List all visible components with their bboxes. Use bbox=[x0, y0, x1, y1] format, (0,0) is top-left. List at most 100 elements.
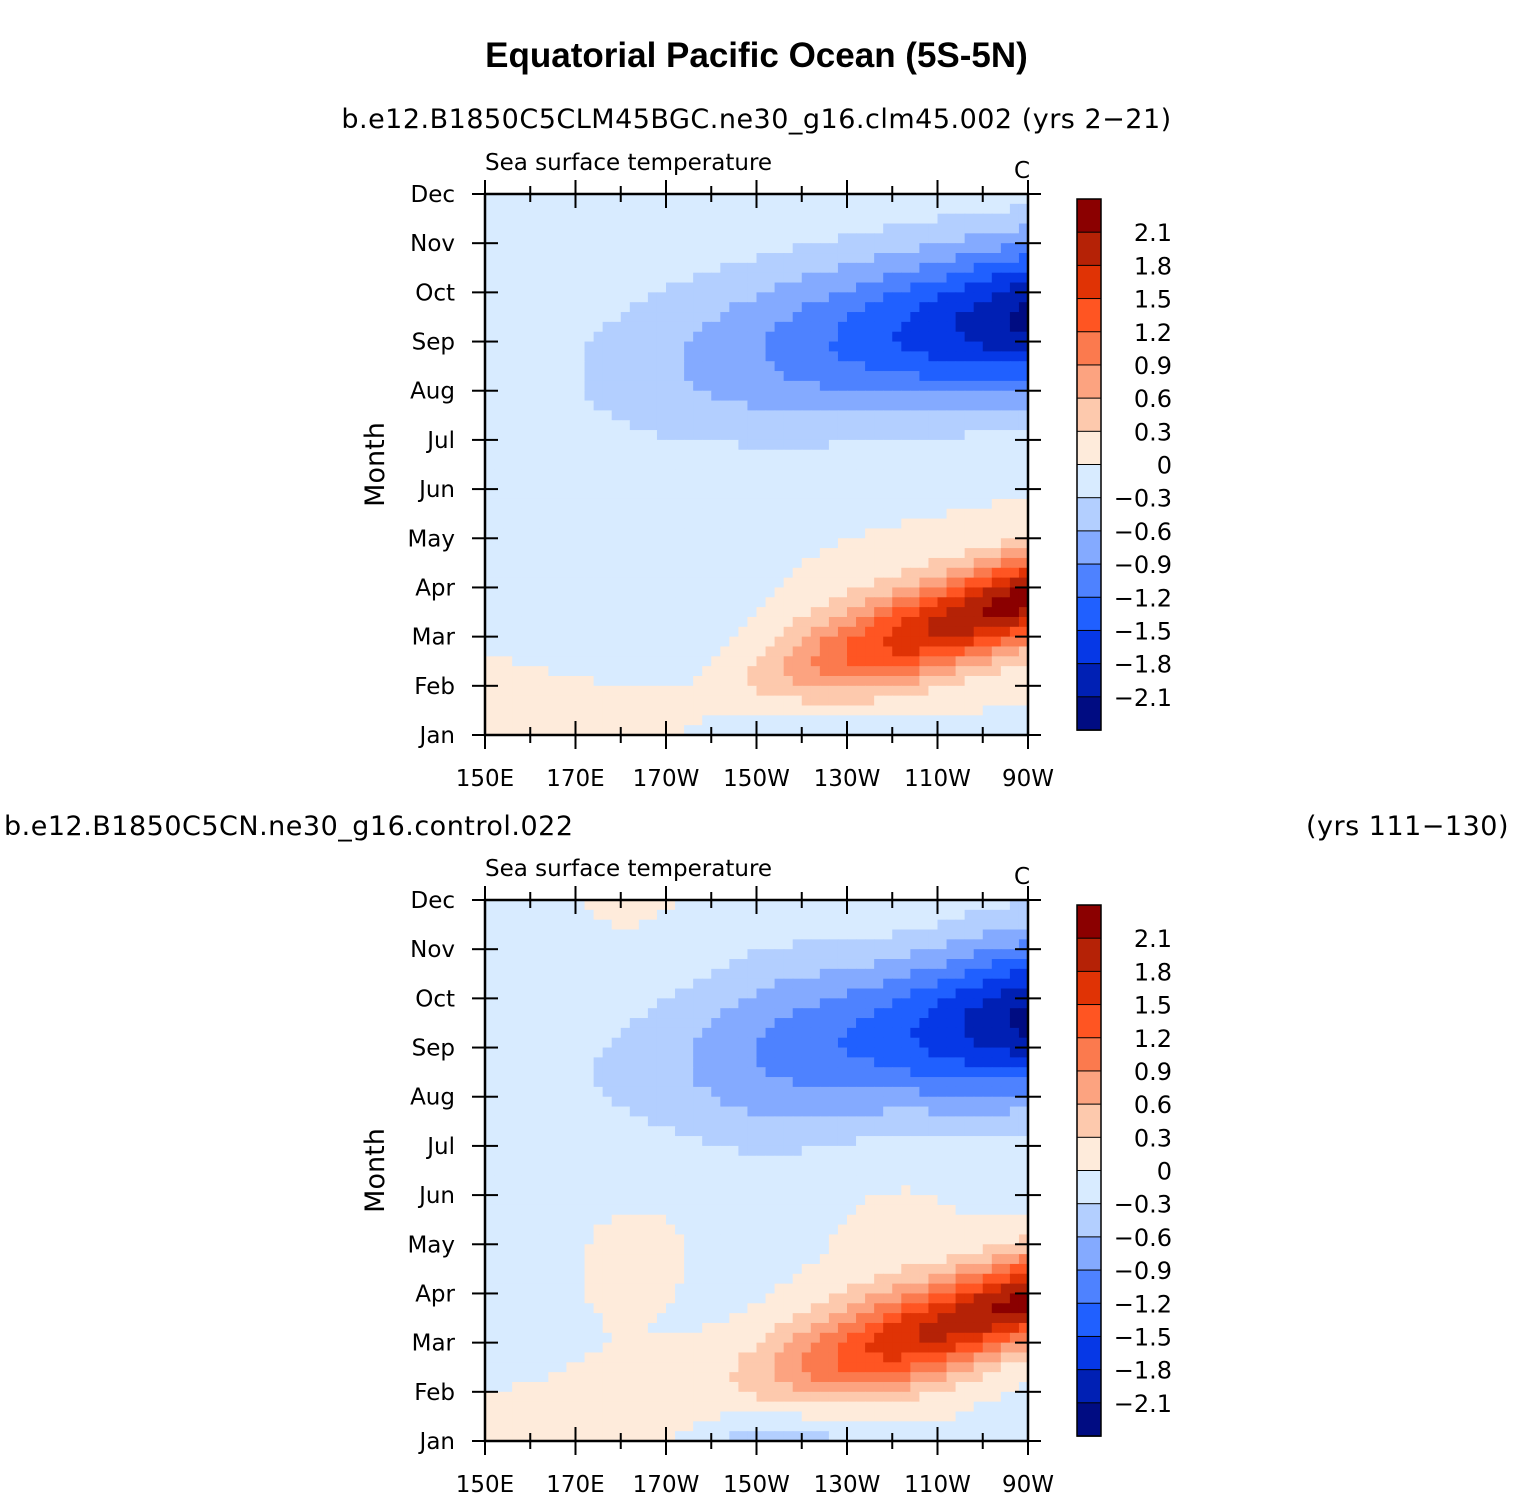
field-cell bbox=[675, 1027, 685, 1039]
field-cell bbox=[982, 439, 993, 451]
field-cell bbox=[937, 968, 948, 980]
field-cell bbox=[485, 213, 495, 225]
field-cell bbox=[756, 939, 767, 950]
field-cell bbox=[810, 498, 821, 510]
field-cell bbox=[910, 587, 920, 598]
field-cell bbox=[539, 666, 549, 677]
field-cell bbox=[810, 1027, 821, 1039]
field-cell bbox=[575, 705, 586, 716]
field-cell bbox=[883, 597, 893, 608]
field-cell bbox=[666, 538, 676, 549]
field-cell bbox=[584, 567, 595, 579]
field-cell bbox=[557, 361, 568, 372]
field-cell bbox=[620, 203, 631, 215]
field-cell bbox=[575, 430, 586, 441]
field-cell bbox=[765, 548, 776, 559]
field-cell bbox=[910, 715, 920, 726]
field-cell bbox=[593, 302, 604, 313]
field-cell bbox=[991, 978, 1002, 990]
field-cell bbox=[584, 1067, 595, 1078]
field-cell bbox=[521, 1145, 531, 1157]
field-cell bbox=[847, 213, 857, 225]
field-cell bbox=[584, 666, 595, 677]
field-cell bbox=[837, 1037, 848, 1049]
field-cell bbox=[1018, 695, 1029, 707]
field-cell bbox=[647, 909, 658, 921]
field-cell bbox=[666, 636, 676, 648]
field-cell bbox=[973, 233, 984, 244]
field-cell bbox=[892, 449, 902, 461]
field-cell bbox=[584, 1018, 595, 1029]
field-cell bbox=[973, 528, 984, 539]
field-cell bbox=[919, 390, 930, 402]
field-cell bbox=[973, 282, 984, 293]
field-cell bbox=[837, 1126, 848, 1137]
field-cell bbox=[548, 548, 558, 559]
field-cell bbox=[512, 528, 522, 539]
field-cell bbox=[602, 675, 613, 687]
field-cell bbox=[593, 988, 604, 999]
field-cell bbox=[711, 607, 721, 618]
field-cell bbox=[801, 949, 812, 960]
field-cell bbox=[765, 929, 776, 940]
field-cell bbox=[1009, 656, 1020, 667]
field-cell bbox=[647, 528, 658, 539]
field-cell bbox=[1018, 1096, 1029, 1108]
field-cell bbox=[729, 909, 739, 921]
field-cell bbox=[566, 341, 577, 352]
field-cell bbox=[647, 939, 658, 950]
field-cell bbox=[620, 988, 631, 999]
field-cell bbox=[557, 968, 568, 980]
field-cell bbox=[666, 685, 676, 697]
field-cell bbox=[611, 909, 622, 921]
field-cell bbox=[919, 1047, 930, 1058]
field-cell bbox=[675, 1047, 685, 1058]
field-cell bbox=[937, 998, 948, 1009]
field-cell bbox=[756, 410, 767, 421]
field-cell bbox=[1000, 1136, 1011, 1147]
field-cell bbox=[828, 725, 839, 736]
field-cell bbox=[638, 1057, 649, 1068]
field-cell bbox=[892, 302, 902, 313]
field-cell bbox=[1009, 194, 1020, 205]
field-cell bbox=[620, 705, 631, 716]
field-cell bbox=[837, 666, 848, 677]
field-cell bbox=[666, 469, 676, 480]
field-cell bbox=[503, 380, 513, 392]
field-cell bbox=[774, 449, 785, 461]
field-cell bbox=[575, 978, 586, 990]
field-cell bbox=[982, 361, 993, 372]
field-cell bbox=[593, 1008, 604, 1019]
field-cell bbox=[494, 939, 504, 950]
field-cell bbox=[1018, 233, 1029, 244]
field-cell bbox=[991, 400, 1002, 411]
field-cell bbox=[647, 705, 658, 716]
field-cell bbox=[521, 1126, 531, 1137]
field-cell bbox=[620, 1145, 631, 1157]
field-cell bbox=[512, 1067, 522, 1078]
field-cell bbox=[611, 302, 622, 313]
field-cell bbox=[856, 371, 866, 382]
field-cell bbox=[847, 675, 857, 687]
field-cell bbox=[638, 282, 649, 293]
field-cell bbox=[584, 449, 595, 461]
field-cell bbox=[747, 939, 758, 950]
field-cell bbox=[1000, 302, 1011, 313]
field-cell bbox=[638, 371, 649, 382]
field-cell bbox=[611, 400, 622, 411]
field-cell bbox=[910, 998, 920, 1009]
field-cell bbox=[810, 685, 821, 697]
field-cell bbox=[566, 253, 577, 264]
field-cell bbox=[485, 341, 495, 352]
field-cell bbox=[801, 479, 812, 490]
field-cell bbox=[485, 371, 495, 382]
field-cell bbox=[801, 223, 812, 234]
field-cell bbox=[1018, 321, 1029, 333]
field-cell bbox=[548, 282, 558, 293]
field-cell bbox=[575, 371, 586, 382]
field-cell bbox=[937, 380, 948, 392]
field-cell bbox=[982, 420, 993, 431]
field-cell bbox=[865, 587, 875, 598]
field-cell bbox=[747, 900, 758, 911]
field-cell bbox=[910, 498, 920, 510]
